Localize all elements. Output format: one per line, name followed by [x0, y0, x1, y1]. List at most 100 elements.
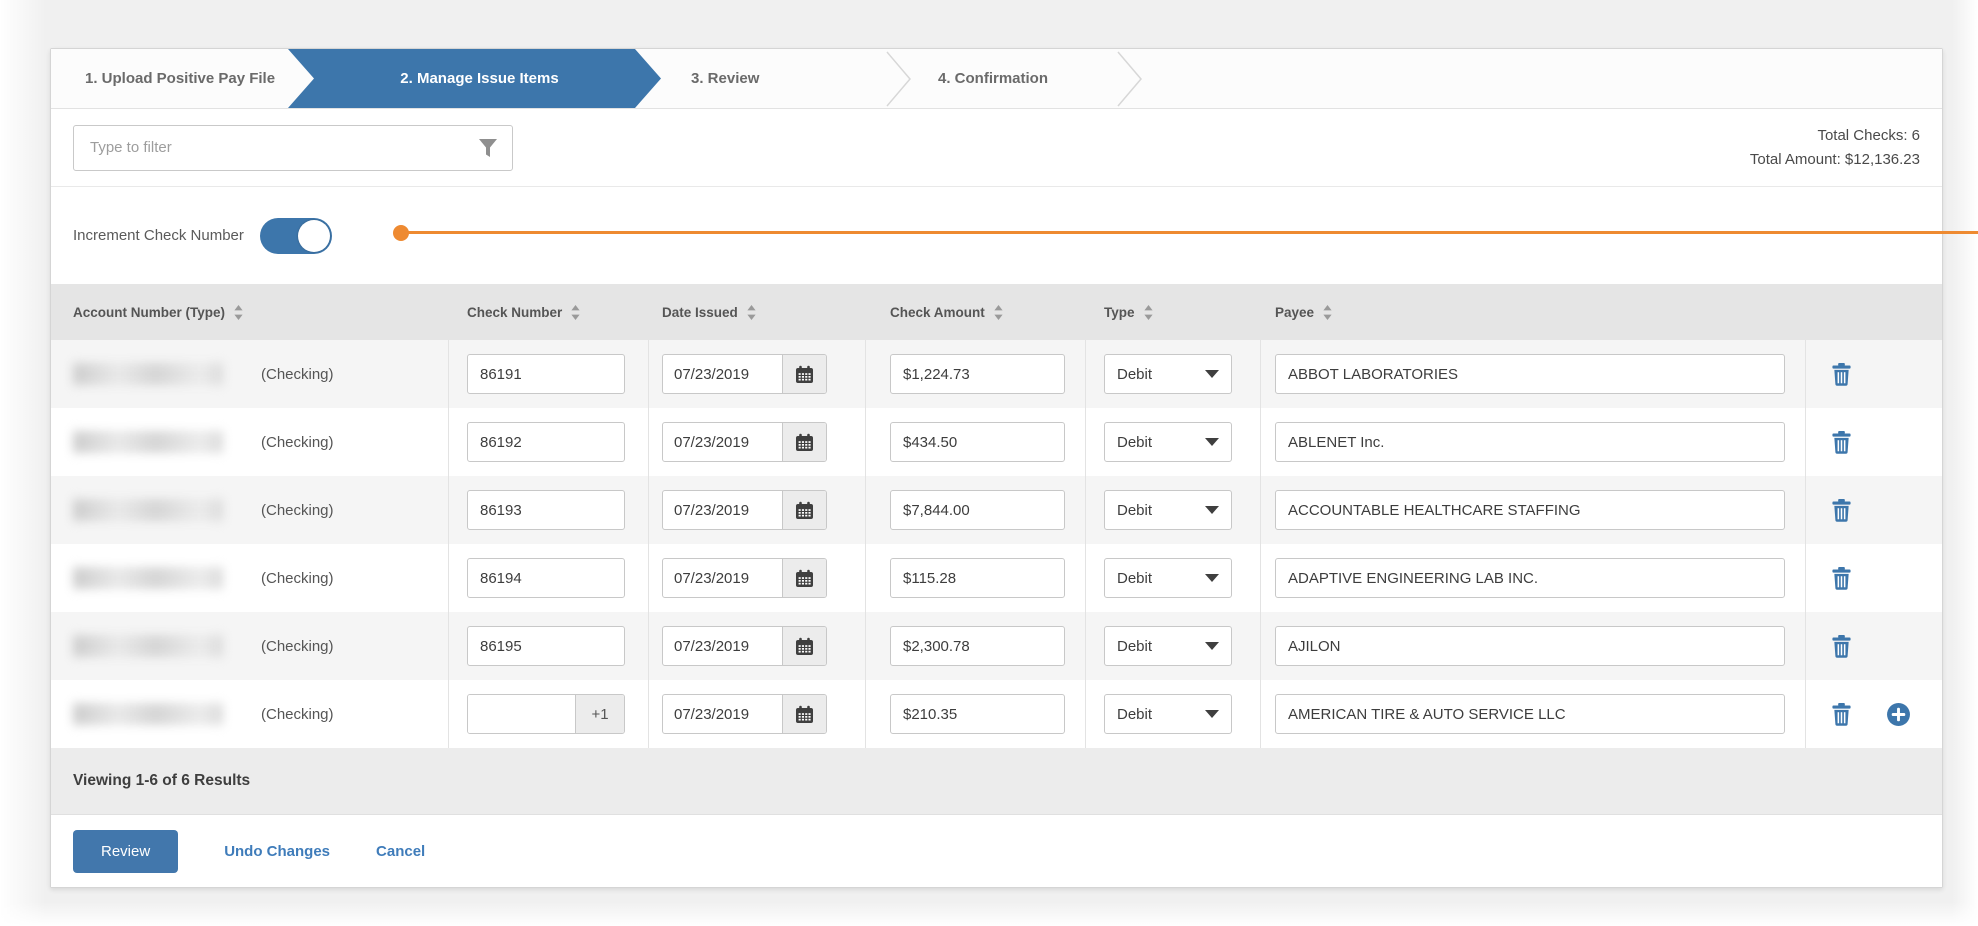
check-number-group: +1: [467, 694, 625, 734]
account-type-label: (Checking): [261, 501, 334, 519]
type-select[interactable]: Debit: [1104, 490, 1232, 530]
column-label: Payee: [1275, 304, 1315, 320]
column-header-date-issued[interactable]: Date Issued: [649, 284, 866, 340]
trash-icon: [1832, 498, 1851, 522]
check-amount-cell: [866, 476, 1086, 544]
type-select-value: Debit: [1117, 365, 1153, 383]
calendar-button[interactable]: [782, 559, 826, 597]
undo-changes-link[interactable]: Undo Changes: [224, 842, 331, 860]
delete-row-button[interactable]: [1831, 430, 1852, 454]
type-select[interactable]: Debit: [1104, 354, 1232, 394]
payee-input[interactable]: [1275, 558, 1785, 598]
date-issued-value[interactable]: 07/23/2019: [674, 637, 750, 655]
type-cell: Debit: [1086, 340, 1261, 408]
date-issued-value[interactable]: 07/23/2019: [674, 365, 750, 383]
type-select[interactable]: Debit: [1104, 694, 1232, 734]
account-number-redacted: [73, 363, 223, 385]
step-manage-issue-items-active[interactable]: 2. Manage Issue Items: [288, 49, 661, 108]
column-header-actions: [1806, 284, 1942, 340]
date-issued-cell: 07/23/2019: [649, 680, 866, 748]
step-upload-positive-pay-file[interactable]: 1. Upload Positive Pay File: [51, 49, 314, 108]
check-number-input-empty[interactable]: [468, 695, 575, 733]
delete-row-button[interactable]: [1831, 702, 1852, 726]
table-row: (Checking) +1 07/23/2019: [51, 680, 1942, 748]
date-issued-value[interactable]: 07/23/2019: [674, 433, 750, 451]
calendar-button[interactable]: [782, 355, 826, 393]
row-actions-cell: [1806, 612, 1942, 680]
table-row: (Checking) 07/23/2019: [51, 476, 1942, 544]
trash-icon: [1832, 430, 1851, 454]
date-issued-value[interactable]: 07/23/2019: [674, 501, 750, 519]
delete-row-button[interactable]: [1831, 362, 1852, 386]
check-number-input[interactable]: [467, 422, 625, 462]
payee-input[interactable]: [1275, 694, 1785, 734]
calendar-button[interactable]: [782, 491, 826, 529]
date-issued-cell: 07/23/2019: [649, 612, 866, 680]
account-cell: (Checking): [51, 408, 449, 476]
type-select[interactable]: Debit: [1104, 626, 1232, 666]
delete-row-button[interactable]: [1831, 634, 1852, 658]
check-number-input[interactable]: [467, 354, 625, 394]
chevron-down-icon: [1205, 438, 1219, 446]
type-cell: Debit: [1086, 680, 1261, 748]
payee-input[interactable]: [1275, 490, 1785, 530]
check-number-cell: [449, 340, 649, 408]
payee-input[interactable]: [1275, 626, 1785, 666]
column-header-type[interactable]: Type: [1086, 284, 1261, 340]
check-number-input[interactable]: [467, 558, 625, 598]
account-cell: (Checking): [51, 340, 449, 408]
payee-cell: [1261, 680, 1806, 748]
date-issued-value[interactable]: 07/23/2019: [674, 705, 750, 723]
check-amount-input[interactable]: [890, 626, 1065, 666]
date-issued-value[interactable]: 07/23/2019: [674, 569, 750, 587]
type-select[interactable]: Debit: [1104, 558, 1232, 598]
account-type-label: (Checking): [261, 705, 334, 723]
step-label: 1. Upload Positive Pay File: [85, 70, 276, 87]
calendar-button[interactable]: [782, 423, 826, 461]
chevron-down-icon: [1205, 370, 1219, 378]
sort-icon: [1143, 304, 1153, 320]
trash-icon: [1832, 362, 1851, 386]
trash-icon: [1832, 566, 1851, 590]
payee-input[interactable]: [1275, 354, 1785, 394]
review-button[interactable]: Review: [73, 829, 179, 873]
type-select[interactable]: Debit: [1104, 422, 1232, 462]
check-amount-input[interactable]: [890, 694, 1065, 734]
calendar-button[interactable]: [782, 695, 826, 733]
increment-check-number-toggle[interactable]: [259, 217, 332, 254]
check-number-input[interactable]: [467, 626, 625, 666]
filter-funnel-icon[interactable]: [478, 138, 498, 157]
column-header-check-number[interactable]: Check Number: [449, 284, 649, 340]
toggle-knob: [297, 219, 330, 252]
annotation-callout-line: [404, 231, 1978, 234]
check-amount-input[interactable]: [890, 422, 1065, 462]
column-header-check-amount[interactable]: Check Amount: [866, 284, 1086, 340]
type-select-value: Debit: [1117, 637, 1153, 655]
date-issued-field: 07/23/2019: [662, 694, 827, 734]
payee-cell: [1261, 476, 1806, 544]
step-review[interactable]: 3. Review: [661, 49, 886, 108]
cancel-link[interactable]: Cancel: [376, 842, 426, 860]
check-amount-input[interactable]: [890, 354, 1065, 394]
delete-row-button[interactable]: [1831, 498, 1852, 522]
sort-icon: [571, 304, 580, 320]
filter-input[interactable]: [88, 138, 478, 157]
delete-row-button[interactable]: [1831, 566, 1852, 590]
table-row: (Checking) 07/23/2019: [51, 612, 1942, 680]
check-amount-input[interactable]: [890, 558, 1065, 598]
account-number-redacted: [73, 431, 223, 453]
payee-cell: [1261, 408, 1806, 476]
step-label: 4. Confirmation: [938, 70, 1049, 87]
calendar-button[interactable]: [782, 627, 826, 665]
column-header-account-number-type[interactable]: Account Number (Type): [51, 284, 449, 340]
increment-plus-one-button[interactable]: +1: [575, 695, 624, 733]
check-amount-input[interactable]: [890, 490, 1065, 530]
payee-input[interactable]: [1275, 422, 1785, 462]
column-header-payee[interactable]: Payee: [1261, 284, 1806, 340]
add-row-button[interactable]: [1886, 702, 1911, 727]
step-confirmation[interactable]: 4. Confirmation: [912, 49, 1117, 108]
row-actions-cell: [1806, 680, 1942, 748]
type-select-value: Debit: [1117, 705, 1153, 723]
date-issued-cell: 07/23/2019: [649, 408, 866, 476]
check-number-input[interactable]: [467, 490, 625, 530]
